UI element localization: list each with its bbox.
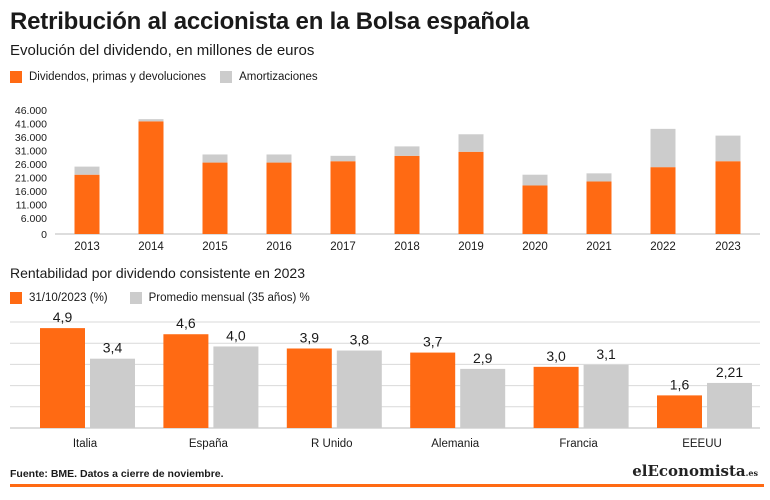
x-tick-label: 2018: [394, 241, 420, 253]
legend-item-current: 31/10/2023 (%): [10, 292, 108, 304]
bar-amortizaciones-2016: [266, 154, 292, 163]
legend-swatch-orange: [10, 71, 22, 83]
bar-average-r-unido: [336, 350, 382, 428]
x-tick-label: 2013: [74, 241, 100, 253]
y-tick-label: 36.000: [15, 132, 47, 144]
bottom-rule: [10, 484, 764, 487]
bar-average-eeeuu: [707, 382, 752, 428]
bar-dividends-2021: [586, 181, 612, 234]
bar-amortizaciones-2021: [586, 173, 612, 182]
bar-amortizaciones-2018: [394, 146, 420, 156]
bar-dividends-2020: [522, 185, 548, 234]
data-label: 3,4: [103, 340, 123, 356]
y-tick-label: 41.000: [15, 118, 47, 130]
data-label: 3,8: [350, 332, 370, 348]
bar-average-italia: [90, 358, 135, 428]
data-label: 4,6: [176, 315, 196, 331]
bar-amortizaciones-2020: [522, 174, 548, 186]
bar-amortizaciones-2013: [74, 166, 100, 175]
brand-tld: .es: [745, 468, 758, 478]
data-label: 1,6: [670, 376, 690, 392]
y-tick-label: 46.000: [15, 105, 47, 117]
legend-item-dividends: Dividendos, primas y devoluciones: [10, 71, 206, 83]
bar-dividends-2014: [138, 121, 164, 234]
x-tick-label: España: [189, 438, 229, 450]
x-tick-label: Italia: [73, 438, 98, 450]
bar-amortizaciones-2017: [330, 155, 356, 162]
x-tick-label: Francia: [559, 438, 598, 450]
legend-swatch-orange: [10, 292, 22, 304]
legend-item-average: Promedio mensual (35 años) %: [129, 292, 310, 304]
x-tick-label: 2014: [138, 241, 164, 253]
y-tick-label: 26.000: [15, 159, 47, 171]
bar-dividends-2016: [266, 162, 292, 234]
bar-amortizaciones-2014: [138, 119, 164, 122]
bar-dividends-2019: [458, 151, 484, 234]
legend-label-current: 31/10/2023 (%): [29, 292, 108, 304]
data-label: 4,0: [226, 327, 246, 343]
legend-yield: 31/10/2023 (%) Promedio mensual (35 años…: [10, 292, 332, 304]
data-label: 3,7: [423, 334, 443, 350]
bar-current-italia: [40, 328, 85, 428]
y-tick-label: 31.000: [15, 145, 47, 157]
data-label: 3,9: [300, 330, 320, 346]
legend-dividend: Dividendos, primas y devoluciones Amorti…: [10, 71, 332, 83]
data-label: 2,21: [716, 364, 743, 380]
bar-average-alemania: [460, 368, 506, 428]
legend-swatch-grey: [129, 292, 142, 304]
x-tick-label: 2022: [650, 241, 676, 253]
bar-dividends-2017: [330, 161, 356, 234]
y-tick-label: 11.000: [16, 199, 47, 211]
bar-current-francia: [533, 366, 579, 428]
bar-amortizaciones-2019: [458, 134, 484, 152]
bar-dividends-2013: [74, 174, 100, 234]
bar-current-eeeuu: [657, 395, 702, 428]
legend-swatch-grey: [220, 71, 233, 83]
bar-dividends-2018: [394, 155, 420, 234]
x-tick-label: 2021: [586, 241, 612, 253]
y-tick-label: 0: [41, 229, 47, 241]
bar-average-francia: [583, 364, 629, 428]
bar-dividends-2015: [202, 162, 228, 234]
source-note: Fuente: BME. Datos a cierre de noviembre…: [10, 468, 224, 480]
legend-label-amortizaciones: Amortizaciones: [239, 71, 318, 83]
legend-item-amortizaciones: Amortizaciones: [220, 71, 318, 83]
x-tick-label: R Unido: [311, 438, 353, 450]
x-tick-label: 2023: [715, 241, 741, 253]
y-tick-label: 21.000: [15, 172, 47, 184]
y-tick-label: 16.000: [15, 186, 47, 198]
bar-current-r-unido: [286, 348, 332, 428]
bar-current-españa: [163, 334, 209, 428]
y-tick-label: 6.000: [21, 213, 47, 225]
x-tick-label: 2017: [330, 241, 356, 253]
x-tick-label: EEEUU: [682, 438, 722, 450]
bar-average-españa: [213, 346, 259, 428]
x-tick-label: 2020: [522, 241, 548, 253]
bar-amortizaciones-2022: [650, 128, 676, 168]
chart-subtitle: Evolución del dividendo, en millones de …: [10, 42, 315, 59]
bar-dividends-2022: [650, 167, 676, 234]
data-label: 3,1: [596, 346, 616, 362]
x-tick-label: 2015: [202, 241, 228, 253]
data-label: 3,0: [546, 348, 566, 364]
data-label: 2,9: [473, 350, 493, 366]
brand-logo: elEconomista.es: [632, 462, 758, 480]
yield-grouped-bar-chart: 4,9 3,4 Italia 4,6 4,0 España 3,9 3,8 R Unido 3,7…: [10, 309, 760, 450]
section2-title: Rentabilidad por dividendo consistente e…: [10, 265, 305, 281]
x-tick-label: Alemania: [431, 438, 480, 450]
legend-label-dividends: Dividendos, primas y devoluciones: [29, 71, 207, 83]
x-tick-label: 2016: [266, 241, 292, 253]
bar-amortizaciones-2023: [715, 135, 741, 162]
x-tick-label: 2019: [458, 241, 484, 253]
bar-amortizaciones-2015: [202, 154, 228, 163]
bar-current-alemania: [410, 352, 456, 428]
brand-name: elEconomista: [632, 462, 746, 480]
chart-title: Retribución al accionista en la Bolsa es…: [10, 8, 529, 35]
data-label: 4,9: [53, 309, 73, 325]
bar-dividends-2023: [715, 161, 741, 234]
legend-label-average: Promedio mensual (35 años) %: [148, 292, 310, 304]
